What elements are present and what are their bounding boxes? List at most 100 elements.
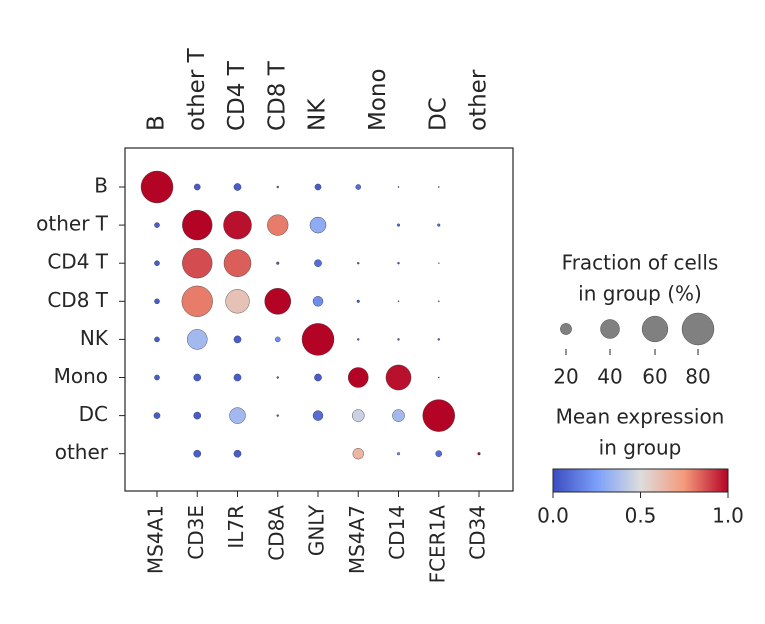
y-tick-label: other bbox=[55, 440, 109, 464]
dot bbox=[154, 374, 160, 381]
dot bbox=[182, 248, 213, 279]
dot bbox=[477, 452, 481, 456]
dot bbox=[437, 376, 440, 379]
dot bbox=[153, 412, 161, 419]
dot bbox=[233, 373, 242, 382]
dot bbox=[301, 323, 335, 356]
dot bbox=[233, 183, 242, 191]
x-tick-label: CD8A bbox=[264, 505, 288, 561]
x-tick-label: CD34 bbox=[466, 505, 490, 560]
var-group-label: NK bbox=[305, 98, 331, 131]
dot bbox=[187, 329, 208, 350]
dot bbox=[193, 183, 201, 191]
dot bbox=[193, 373, 202, 382]
var-group-label: CD4 T bbox=[224, 60, 250, 131]
dot bbox=[397, 338, 400, 341]
var-group-label: CD8 T bbox=[264, 60, 290, 131]
dot bbox=[437, 300, 440, 303]
dot bbox=[223, 210, 252, 240]
dot bbox=[154, 298, 160, 305]
colorbar-tick-label: 1.0 bbox=[712, 504, 744, 528]
dot bbox=[154, 260, 160, 266]
dot bbox=[233, 449, 242, 458]
x-tick-label: MS4A7 bbox=[345, 505, 369, 574]
dot bbox=[193, 411, 202, 420]
colorbar-title: in group bbox=[599, 436, 682, 460]
dot bbox=[314, 259, 322, 268]
var-group-label: other T bbox=[184, 47, 210, 131]
dot bbox=[233, 335, 242, 344]
dot bbox=[355, 184, 362, 190]
x-tick-label: CD3E bbox=[184, 505, 208, 560]
colorbar-tick-label: 0.5 bbox=[625, 504, 657, 528]
dot bbox=[422, 399, 455, 432]
plot-frame bbox=[124, 147, 514, 492]
colorbar-tick-label: 0.0 bbox=[537, 504, 569, 528]
dot bbox=[154, 222, 160, 228]
dot bbox=[396, 452, 401, 456]
dot bbox=[274, 336, 281, 343]
dot bbox=[385, 364, 412, 391]
dot bbox=[437, 223, 441, 227]
dot bbox=[276, 185, 279, 189]
dot bbox=[223, 249, 252, 277]
colorbar bbox=[552, 468, 729, 493]
y-tick-label: Mono bbox=[54, 364, 108, 388]
dot bbox=[396, 223, 401, 227]
size-legend-label: 80 bbox=[685, 365, 710, 389]
dot bbox=[356, 299, 360, 303]
x-tick-label: MS4A1 bbox=[144, 505, 168, 574]
var-group-label: Mono bbox=[365, 68, 391, 131]
size-legend-title: in group (%) bbox=[578, 282, 702, 306]
dot bbox=[181, 285, 213, 317]
var-group-label: other bbox=[466, 69, 492, 131]
dot bbox=[314, 183, 322, 191]
colorbar-title: Mean expression bbox=[556, 405, 725, 429]
size-legend-dot bbox=[560, 323, 572, 335]
y-tick-label: other T bbox=[36, 212, 109, 236]
dot bbox=[309, 216, 327, 234]
dot bbox=[314, 373, 322, 382]
size-legend-label: 20 bbox=[553, 365, 578, 389]
dot bbox=[437, 338, 440, 341]
dot bbox=[312, 296, 324, 307]
y-tick-label: B bbox=[94, 174, 108, 198]
var-group-label: B bbox=[144, 115, 170, 131]
y-tick-label: DC bbox=[79, 402, 108, 426]
dot bbox=[193, 449, 202, 458]
dot bbox=[357, 338, 360, 341]
dot bbox=[312, 410, 324, 421]
dot bbox=[351, 409, 365, 422]
dot bbox=[435, 450, 443, 458]
dot bbox=[392, 409, 405, 422]
size-legend-title: Fraction of cells bbox=[562, 251, 719, 275]
size-legend-dot bbox=[600, 319, 620, 339]
size-legend-label: 40 bbox=[597, 365, 622, 389]
x-tick-label: FCER1A bbox=[425, 505, 449, 584]
dot bbox=[225, 289, 250, 314]
dot bbox=[276, 414, 279, 417]
size-legend-dot bbox=[641, 315, 669, 343]
dot bbox=[140, 170, 174, 204]
dot bbox=[437, 186, 440, 188]
x-tick-label: GNLY bbox=[305, 504, 329, 556]
size-legend-dot bbox=[681, 312, 715, 346]
size-legend-label: 60 bbox=[642, 365, 667, 389]
dot bbox=[397, 186, 400, 188]
var-group-label: DC bbox=[425, 97, 451, 131]
y-tick-label: CD8 T bbox=[47, 288, 108, 312]
dot bbox=[154, 336, 160, 343]
dot bbox=[267, 214, 289, 236]
x-tick-label: IL7R bbox=[224, 505, 248, 549]
dot bbox=[397, 300, 400, 303]
dot bbox=[229, 407, 246, 424]
dot bbox=[357, 261, 360, 265]
x-tick-label: CD14 bbox=[385, 505, 409, 560]
dot bbox=[397, 261, 400, 265]
dot bbox=[182, 209, 213, 241]
dot bbox=[276, 261, 280, 265]
y-tick-label: NK bbox=[80, 326, 109, 350]
dot bbox=[348, 367, 369, 388]
y-tick-label: CD4 T bbox=[47, 250, 108, 274]
